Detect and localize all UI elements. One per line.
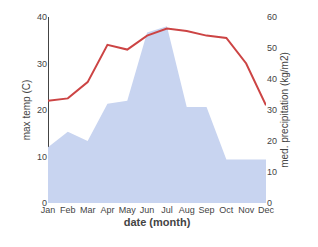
svg-text:Jan: Jan <box>41 205 56 215</box>
svg-text:60: 60 <box>267 12 277 22</box>
svg-text:30: 30 <box>37 59 47 69</box>
svg-text:10: 10 <box>37 152 47 162</box>
svg-text:max temp (C): max temp (C) <box>21 80 32 141</box>
svg-text:40: 40 <box>267 74 277 84</box>
svg-text:Oct: Oct <box>219 205 234 215</box>
svg-text:Dec: Dec <box>258 205 275 215</box>
svg-text:50: 50 <box>267 43 277 53</box>
svg-text:0: 0 <box>42 198 47 208</box>
svg-text:Sep: Sep <box>199 205 215 215</box>
svg-text:0: 0 <box>267 198 272 208</box>
svg-text:date (month): date (month) <box>124 216 191 228</box>
svg-text:Jun: Jun <box>140 205 155 215</box>
svg-text:30: 30 <box>267 105 277 115</box>
svg-text:Feb: Feb <box>60 205 76 215</box>
svg-text:40: 40 <box>37 12 47 22</box>
svg-text:med. precipitation (kg/m2): med. precipitation (kg/m2) <box>279 52 290 168</box>
svg-text:Apr: Apr <box>100 205 114 215</box>
svg-text:Nov: Nov <box>238 205 255 215</box>
svg-text:10: 10 <box>267 167 277 177</box>
svg-text:20: 20 <box>267 136 277 146</box>
svg-text:Aug: Aug <box>179 205 195 215</box>
svg-text:20: 20 <box>37 105 47 115</box>
svg-text:May: May <box>119 205 137 215</box>
svg-text:Mar: Mar <box>80 205 96 215</box>
svg-text:Jul: Jul <box>161 205 173 215</box>
